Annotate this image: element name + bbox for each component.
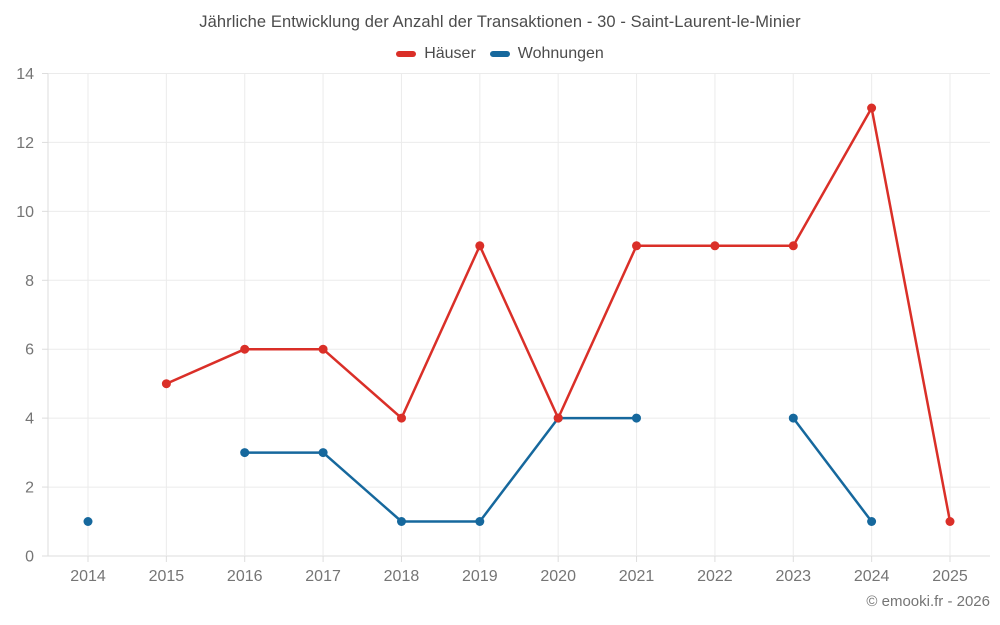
y-axis-label: 6 [25,342,34,359]
data-point-hauser-2019[interactable] [475,241,485,251]
data-point-hauser-2023[interactable] [788,241,798,251]
y-axis-label: 8 [25,273,34,290]
y-axis-label: 4 [25,411,34,428]
y-axis-label: 0 [25,549,34,566]
x-axis-label: 2017 [305,568,341,585]
x-axis-label: 2021 [619,568,655,585]
x-axis-label: 2023 [775,568,811,585]
data-point-hauser-2020[interactable] [553,413,563,423]
y-axis-label: 2 [25,480,34,497]
legend-label-wohnungen: Wohnungen [517,45,604,62]
x-axis-label: 2022 [697,568,733,585]
chart-legend: Häuser Wohnungen [0,45,1000,63]
data-point-hauser-2025[interactable] [945,517,955,526]
series-line-wohnungen [243,416,873,523]
legend-item-wohnungen[interactable]: Wohnungen [489,45,604,63]
data-point-wohnungen-2024[interactable] [867,517,877,526]
data-point-wohnungen-2016[interactable] [240,448,250,458]
data-point-wohnungen-2023[interactable] [788,413,798,423]
data-point-hauser-2024[interactable] [867,103,877,113]
y-axis-label: 10 [16,204,34,221]
legend-swatch-wohnungen [489,51,510,57]
x-axis-label: 2014 [70,568,106,585]
data-point-hauser-2022[interactable] [710,241,720,251]
data-point-hauser-2017[interactable] [318,344,328,354]
data-point-hauser-2018[interactable] [397,413,406,423]
data-point-hauser-2016[interactable] [240,344,250,354]
legend-label-hauser: Häuser [424,45,476,62]
data-point-wohnungen-2018[interactable] [397,517,406,526]
x-axis-label: 2016 [227,568,263,585]
copyright-footer: © emooki.fr - 2026 [866,593,990,610]
y-axis-label: 12 [16,135,34,152]
x-axis-label: 2024 [854,568,890,585]
chart-title: Jährliche Entwicklung der Anzahl der Tra… [199,13,801,31]
legend-item-hauser[interactable]: Häuser [396,45,476,63]
x-axis-label: 2025 [932,568,968,585]
x-axis-label: 2020 [540,568,576,585]
data-point-wohnungen-2017[interactable] [318,448,328,458]
data-point-wohnungen-2019[interactable] [475,517,485,526]
data-point-hauser-2021[interactable] [632,241,641,251]
x-axis-label: 2019 [462,568,498,585]
data-point-wohnungen-2021[interactable] [632,413,641,423]
y-axis-label: 14 [16,66,34,83]
x-axis-label: 2015 [149,568,185,585]
data-point-wohnungen-2014[interactable] [83,517,93,526]
legend-swatch-hauser [396,51,417,57]
data-point-hauser-2015[interactable] [161,379,171,389]
x-axis-label: 2018 [384,568,420,585]
